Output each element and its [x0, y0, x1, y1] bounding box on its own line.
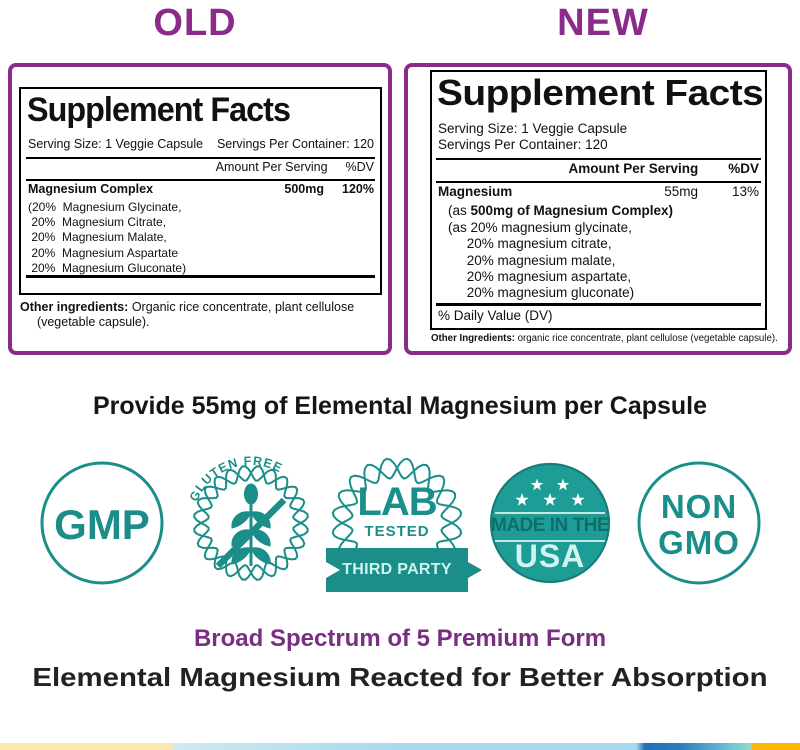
svg-text:THIRD PARTY: THIRD PARTY [342, 561, 452, 578]
svg-text:TESTED: TESTED [364, 523, 429, 540]
svg-text:GMP: GMP [54, 501, 150, 548]
svg-text:GLUTEN FREE: GLUTEN FREE [187, 454, 285, 504]
svg-text:NON: NON [661, 488, 737, 525]
svg-text:MADE IN THE: MADE IN THE [491, 515, 609, 536]
svg-text:GMO: GMO [658, 524, 740, 561]
svg-text:USA: USA [515, 538, 586, 574]
svg-text:LAB: LAB [357, 480, 436, 524]
